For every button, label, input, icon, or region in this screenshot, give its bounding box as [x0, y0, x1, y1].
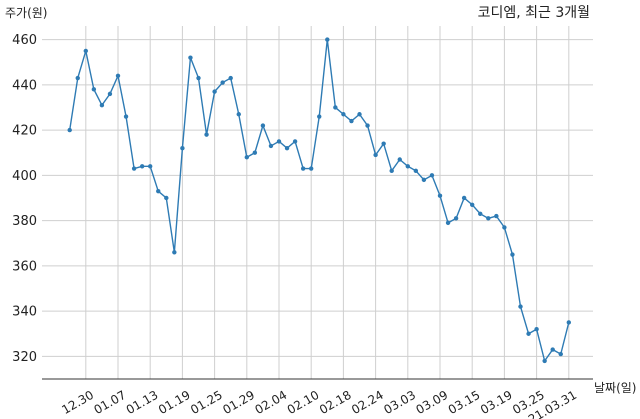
data-point [292, 139, 298, 144]
data-point [67, 127, 72, 133]
x-tick-label: 01.25 [188, 388, 225, 417]
data-point [413, 168, 419, 174]
data-point [534, 327, 539, 332]
data-point [365, 123, 370, 128]
x-axis-label: 날짜(일) [594, 381, 636, 395]
y-tick-label: 420 [12, 124, 37, 139]
data-point [357, 112, 362, 117]
data-point [389, 168, 394, 174]
data-point [123, 114, 129, 119]
data-point [107, 91, 113, 97]
data-point [317, 114, 322, 119]
data-point [550, 347, 555, 352]
data-point [437, 193, 443, 198]
x-tick-label: 03.09 [414, 388, 451, 417]
data-point [164, 195, 169, 201]
x-tick-label: 01.29 [220, 388, 257, 417]
data-point [309, 166, 314, 171]
chart-title: 코디엠, 최근 3개월 [478, 5, 590, 21]
x-tick-label: 01.19 [156, 388, 193, 417]
y-gridlines [42, 39, 593, 357]
price-points [67, 37, 571, 364]
price-line [69, 39, 570, 363]
data-point [139, 164, 145, 169]
data-point [526, 331, 531, 336]
data-point [373, 152, 378, 158]
data-point [188, 55, 193, 60]
data-point [236, 112, 241, 117]
data-point [204, 132, 209, 137]
x-tick-label: 02.04 [253, 388, 290, 417]
x-tick-label: 03.19 [478, 388, 515, 417]
x-tick-label: 01.13 [124, 388, 161, 417]
data-point [518, 304, 523, 309]
data-point [172, 250, 177, 255]
x-tick-label: 03.03 [381, 388, 418, 417]
data-point [260, 123, 266, 128]
data-point [478, 211, 483, 217]
data-point [75, 75, 80, 81]
data-point [453, 216, 459, 221]
data-point [83, 48, 89, 54]
data-point [349, 118, 354, 124]
data-point [91, 87, 97, 92]
data-point [397, 157, 402, 162]
y-tick-labels: 320 340 360 380 400 420 440 460 [12, 33, 37, 365]
data-point [156, 188, 161, 194]
x-tick-label: 12.30 [59, 388, 96, 417]
data-point [341, 112, 346, 117]
data-point [196, 75, 201, 81]
data-point [220, 80, 225, 85]
x-tick-label: 03.15 [446, 388, 483, 417]
data-point [148, 164, 153, 169]
data-point [115, 73, 121, 78]
x-gridlines [85, 26, 570, 379]
data-point [244, 155, 249, 160]
data-point [276, 139, 282, 144]
data-point [494, 213, 499, 219]
data-point [228, 75, 233, 81]
data-point [284, 145, 290, 151]
data-point [542, 358, 547, 364]
data-point [300, 166, 306, 171]
data-point [131, 166, 137, 171]
y-tick-label: 340 [12, 305, 37, 320]
data-point [445, 220, 451, 226]
data-point [510, 252, 515, 257]
y-tick-label: 320 [12, 350, 37, 365]
x-tick-label: 02.10 [285, 388, 322, 417]
data-point [99, 102, 105, 108]
y-tick-label: 440 [12, 78, 37, 93]
data-point [421, 177, 427, 183]
y-tick-label: 380 [12, 214, 37, 229]
data-point [268, 143, 274, 149]
data-point [381, 141, 386, 146]
data-point [252, 150, 258, 155]
data-point [212, 89, 217, 94]
y-tick-label: 400 [12, 169, 37, 184]
data-point [429, 173, 435, 178]
y-tick-label: 360 [12, 259, 37, 274]
y-tick-label: 460 [12, 33, 37, 48]
data-point [180, 145, 185, 151]
data-point [502, 225, 507, 230]
x-tick-label: 02.18 [317, 388, 354, 417]
data-point [325, 37, 330, 42]
x-tick-label: 01.07 [92, 388, 129, 417]
data-point [486, 216, 491, 221]
data-point [558, 351, 563, 357]
x-tick-label: 02.24 [349, 388, 386, 417]
data-point [566, 320, 571, 325]
data-point [461, 195, 467, 201]
data-point [333, 105, 338, 110]
data-point [405, 164, 410, 169]
y-axis-label: 주가(원) [5, 6, 47, 20]
data-point [470, 202, 475, 207]
x-tick-labels: 12.3001.0701.1301.1901.2501.2902.0402.10… [59, 388, 579, 419]
